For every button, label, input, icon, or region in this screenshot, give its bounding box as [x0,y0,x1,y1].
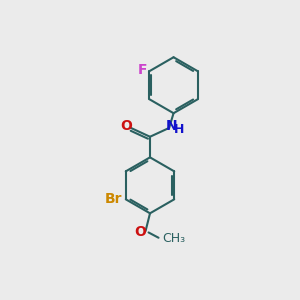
Text: O: O [134,225,146,239]
Text: F: F [138,63,148,77]
Text: O: O [121,119,132,134]
Text: Br: Br [105,192,122,206]
Text: N: N [166,118,177,133]
Text: CH₃: CH₃ [162,232,185,245]
Text: H: H [174,123,184,136]
